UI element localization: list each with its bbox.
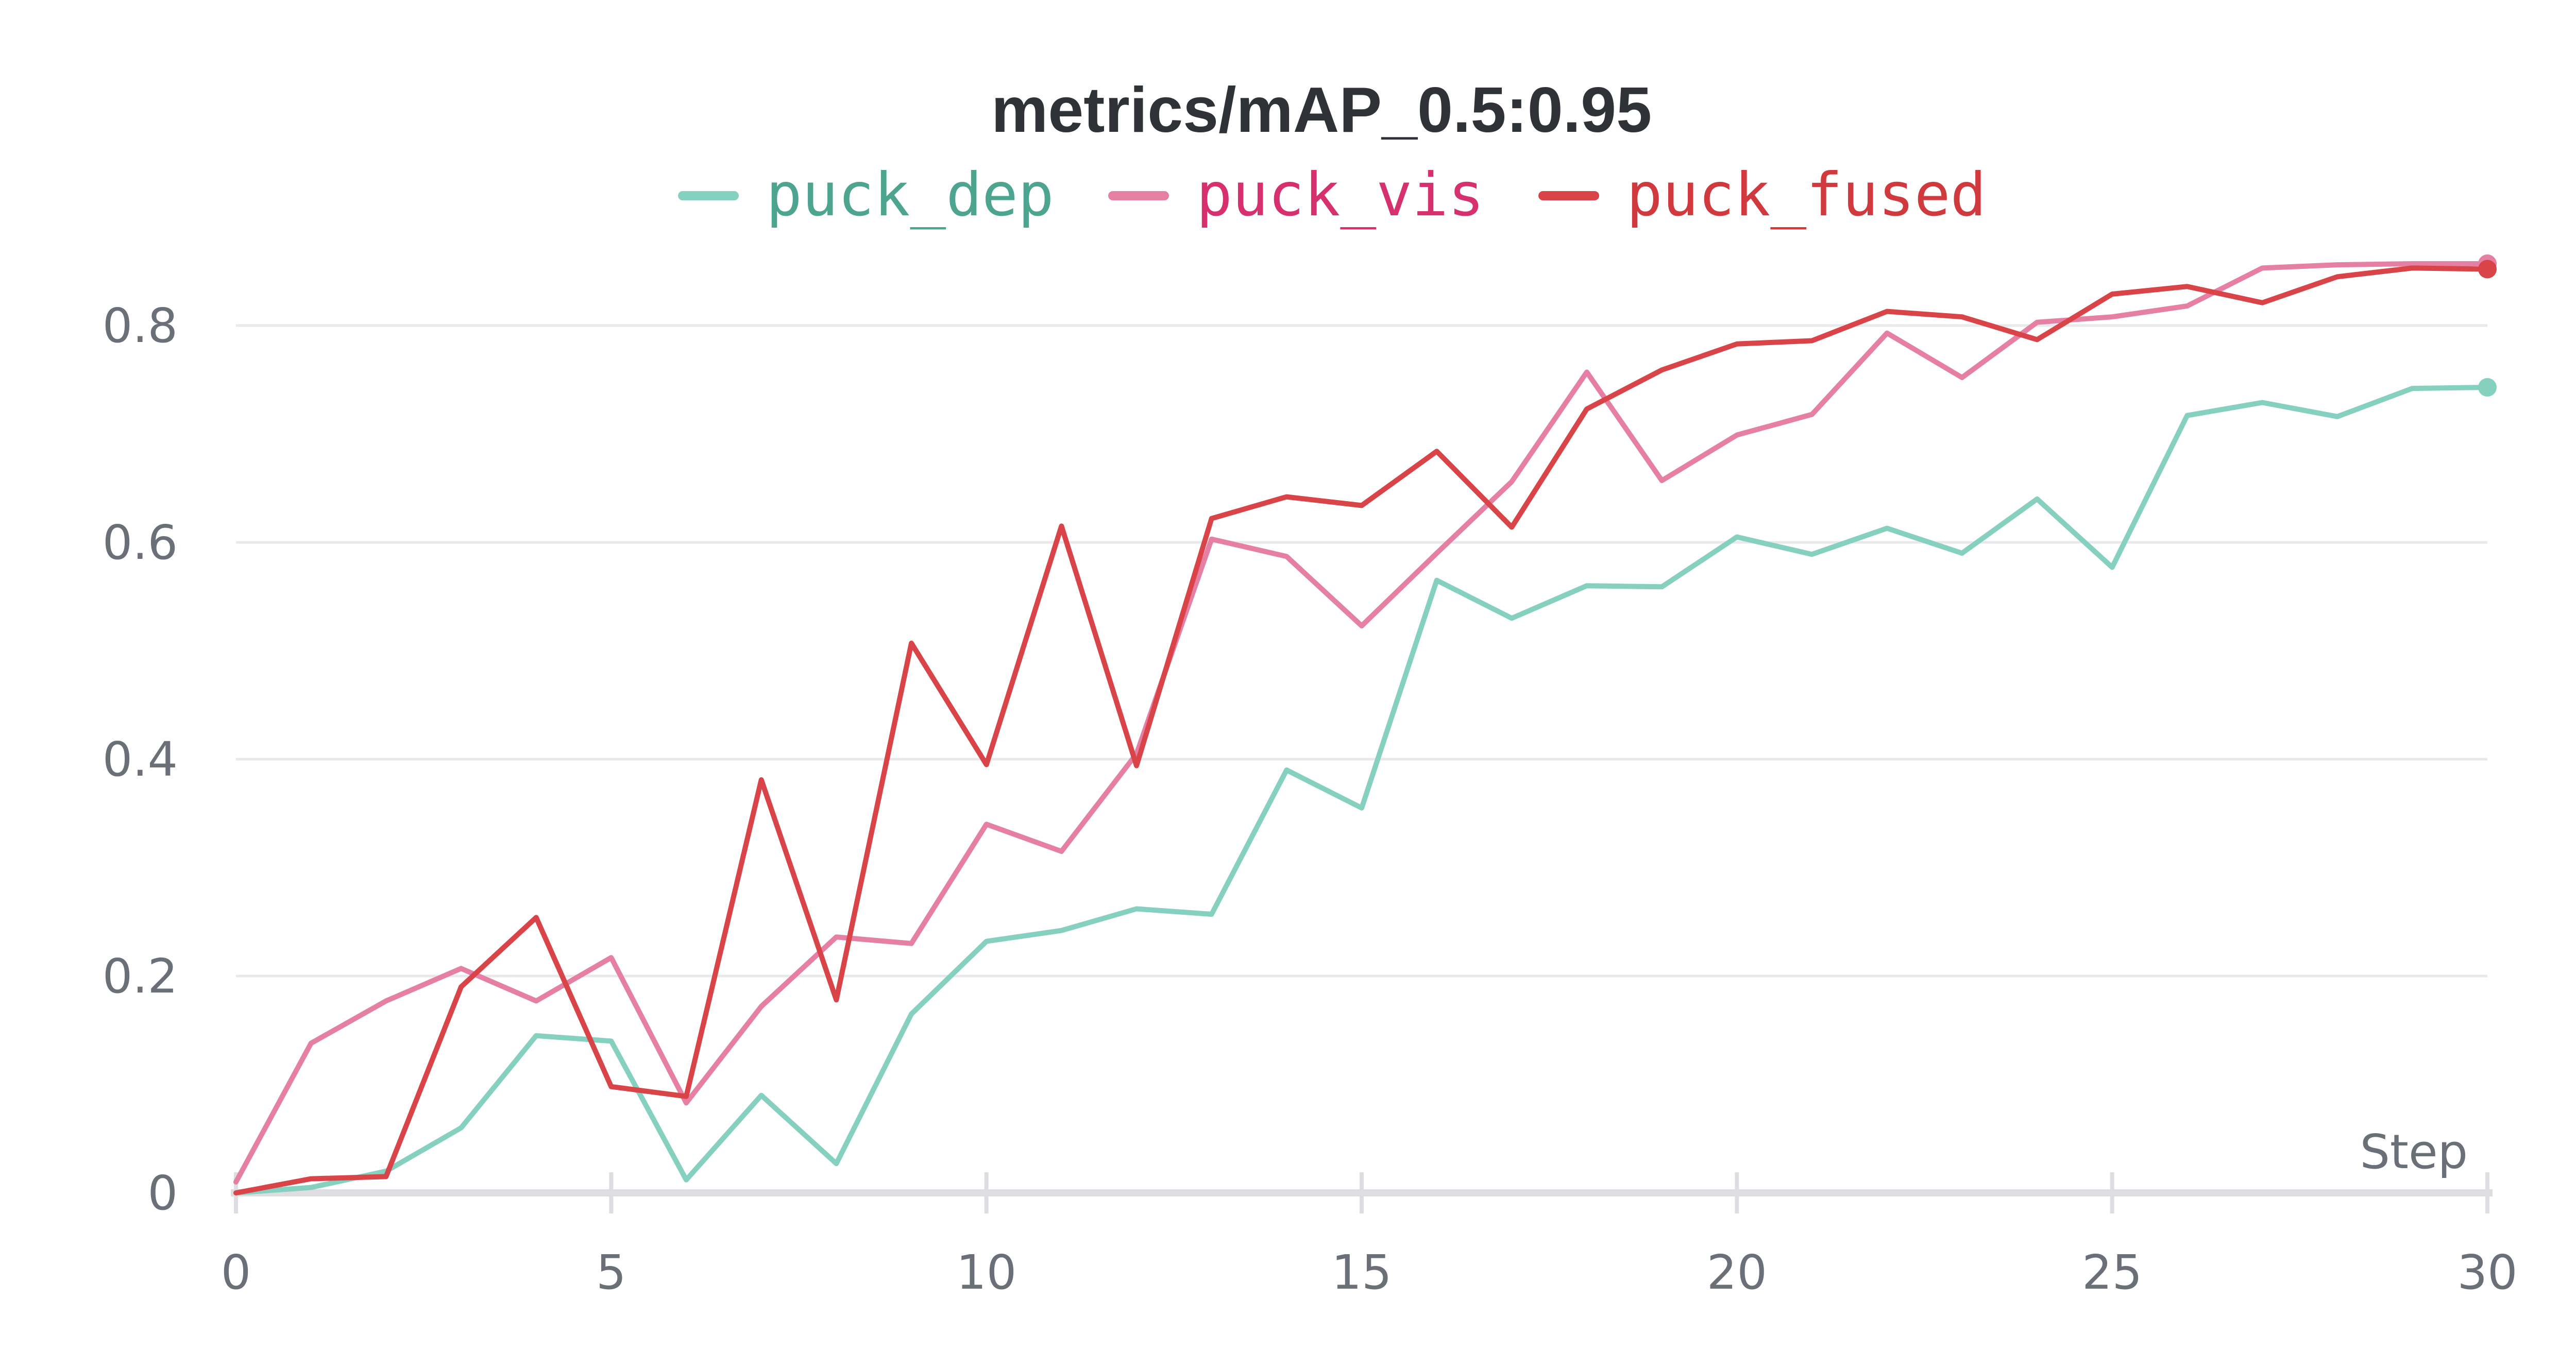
x-tick-label: 0 bbox=[221, 1245, 251, 1300]
y-tick-label: 0 bbox=[147, 1166, 178, 1221]
series-line-puck-fused bbox=[233, 265, 2490, 1195]
series-line-puck-vis bbox=[233, 261, 2490, 1185]
series-lines bbox=[233, 254, 2497, 1195]
legend-label: puck_fused bbox=[1626, 160, 1986, 230]
x-tick-label: 30 bbox=[2457, 1245, 2517, 1300]
x-axis-label: Step bbox=[2360, 1124, 2468, 1179]
x-tick-label: 20 bbox=[1707, 1245, 1767, 1300]
x-tick-label: 15 bbox=[1331, 1245, 1392, 1300]
y-tick-label: 0.6 bbox=[103, 515, 178, 570]
chart-title: metrics/mAP_0.5:0.95 bbox=[991, 75, 1652, 146]
series-end-point-puck-dep bbox=[2478, 378, 2497, 397]
x-tick-label: 25 bbox=[2082, 1245, 2142, 1300]
x-tick-label: 5 bbox=[596, 1245, 626, 1300]
legend-label: puck_vis bbox=[1196, 160, 1484, 230]
series-end-point-puck-fused bbox=[2478, 260, 2497, 279]
series-line-puck-dep bbox=[233, 385, 2490, 1195]
y-tick-label: 0.4 bbox=[103, 732, 178, 787]
x-axis-ticks: 0 5 10 15 20 25 30 bbox=[221, 1172, 2518, 1300]
legend-label: puck_dep bbox=[766, 160, 1054, 230]
y-axis-ticks: 0 0.2 0.4 0.6 0.8 bbox=[103, 298, 178, 1221]
y-tick-label: 0.2 bbox=[103, 949, 178, 1004]
x-tick-label: 10 bbox=[956, 1245, 1016, 1300]
legend: puck_dep puck_vis puck_fused bbox=[678, 160, 1986, 230]
y-tick-label: 0.8 bbox=[103, 298, 178, 353]
grid-lines bbox=[236, 324, 2487, 978]
